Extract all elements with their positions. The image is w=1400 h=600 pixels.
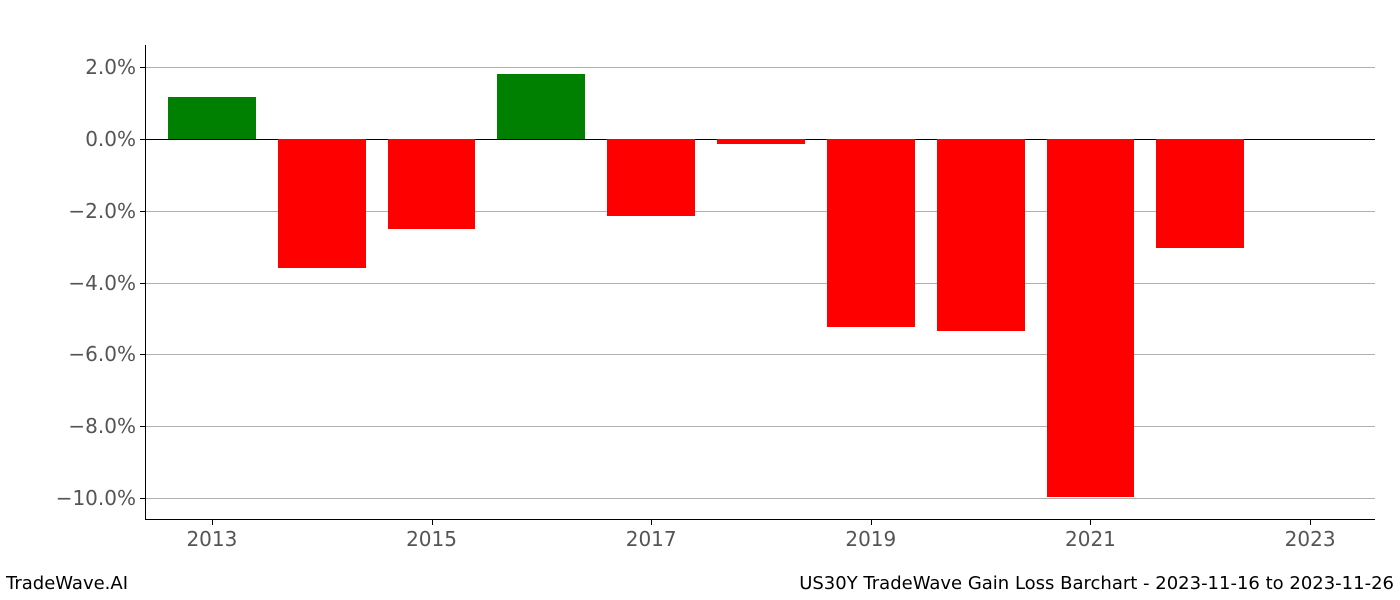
ytick-mark [140,283,146,284]
footer-brand: TradeWave.AI [6,573,128,594]
bar [1156,139,1244,249]
bar [168,97,256,138]
gridline [146,283,1375,284]
bar [278,139,366,269]
gridline [146,498,1375,499]
xtick-label: 2019 [845,527,896,551]
xtick-mark [1090,519,1091,525]
ytick-mark [140,498,146,499]
ytick-label: 0.0% [85,127,136,151]
chart-figure: −10.0% −8.0% −6.0% −4.0% −2.0% 0.0% 2.0% 2013 20… [0,0,1400,600]
footer-caption: US30Y TradeWave Gain Loss Barchart - 202… [799,573,1394,594]
bar [717,139,805,144]
ytick-label: −10.0% [56,486,136,510]
bar [1047,139,1135,497]
xtick-mark [212,519,213,525]
bar [388,139,476,229]
bar [497,74,585,139]
ytick-label: −6.0% [68,342,136,366]
plot-area: −10.0%−8.0%−6.0%−4.0%−2.0%0.0%2.0%201320… [145,45,1375,520]
ytick-mark [140,67,146,68]
ytick-label: 2.0% [85,55,136,79]
xtick-mark [651,519,652,525]
ytick-label: −8.0% [68,414,136,438]
ytick-label: −4.0% [68,271,136,295]
xtick-mark [432,519,433,525]
ytick-mark [140,426,146,427]
bar [937,139,1025,332]
ytick-label: −2.0% [68,199,136,223]
bar [607,139,695,216]
xtick-label: 2013 [186,527,237,551]
gridline [146,67,1375,68]
ytick-mark [140,354,146,355]
xtick-label: 2017 [626,527,677,551]
xtick-mark [871,519,872,525]
gridline [146,354,1375,355]
gridline [146,426,1375,427]
ytick-mark [140,211,146,212]
xtick-label: 2015 [406,527,457,551]
bar [827,139,915,328]
xtick-mark [1310,519,1311,525]
xtick-label: 2023 [1285,527,1336,551]
xtick-label: 2021 [1065,527,1116,551]
